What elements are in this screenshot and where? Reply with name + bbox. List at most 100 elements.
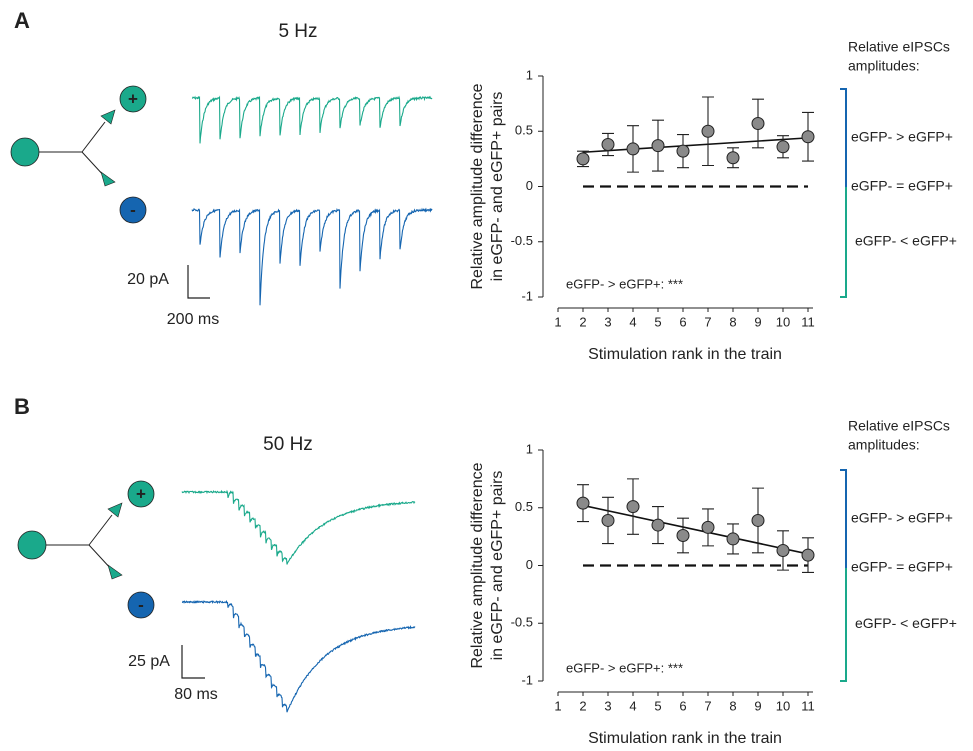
x-tick-label: 4 [629, 314, 636, 329]
x-tick-label: 6 [679, 698, 686, 713]
x-tick-label: 7 [704, 698, 711, 713]
x-tick-label: 9 [754, 314, 761, 329]
data-point [676, 528, 690, 542]
panel-label: B [14, 394, 30, 419]
side-label: eGFP- > eGFP+ [851, 510, 953, 526]
data-point [651, 518, 665, 532]
data-point [651, 139, 665, 153]
trace [181, 599, 416, 713]
x-tick-label: 8 [729, 314, 736, 329]
x-tick-label: 1 [554, 698, 561, 713]
x-tick-label: 2 [579, 698, 586, 713]
side-label: eGFP- < eGFP+ [855, 233, 957, 249]
cell-type-sign: + [136, 484, 146, 503]
y-tick-label: 0 [526, 178, 533, 193]
data-point [576, 152, 590, 166]
synapse [100, 109, 116, 125]
side-title: Relative eIPSCs [848, 39, 950, 55]
data-point [626, 500, 640, 514]
data-point [576, 496, 590, 510]
data-point [726, 532, 740, 546]
x-tick-label: 1 [554, 314, 561, 329]
data-point [751, 513, 765, 527]
y-axis-label: Relative amplitude difference [469, 83, 486, 289]
branch [88, 514, 113, 546]
side-title: Relative eIPSCs [848, 418, 950, 434]
side-label: eGFP- = eGFP+ [851, 178, 953, 194]
trace [191, 207, 433, 306]
scale-bar [187, 265, 210, 299]
y-tick-label: -1 [521, 288, 533, 303]
fit-line [582, 504, 809, 555]
scale-current: 20 pA [127, 271, 169, 288]
soma [10, 137, 40, 167]
data-point [626, 142, 640, 156]
y-tick-label: 0.5 [515, 123, 533, 138]
y-axis-label: Relative amplitude difference [469, 462, 486, 668]
x-tick-label: 9 [754, 698, 761, 713]
y-tick-label: -0.5 [511, 615, 533, 630]
cell-type-badge [127, 591, 155, 619]
trace [191, 95, 433, 144]
y-tick-label: 0 [526, 557, 533, 572]
cell-type-badge [119, 85, 147, 113]
x-tick-label: 11 [801, 314, 815, 329]
x-tick-label: 11 [801, 698, 815, 713]
scale-current: 25 pA [128, 653, 170, 670]
x-tick-label: 3 [604, 314, 611, 329]
x-tick-label: 10 [776, 698, 790, 713]
y-tick-label: -1 [521, 672, 533, 687]
side-title: amplitudes: [848, 58, 920, 74]
y-axis-label: in eGFP- and eGFP+ pairs [489, 471, 506, 661]
y-tick-label: 0.5 [515, 499, 533, 514]
synapse [107, 564, 123, 580]
bracket [840, 469, 847, 568]
cell-type-badge [127, 480, 155, 508]
x-tick-label: 4 [629, 698, 636, 713]
bracket [840, 568, 847, 682]
branch [81, 121, 106, 153]
data-point [601, 513, 615, 527]
trace [181, 489, 416, 565]
side-label: eGFP- = eGFP+ [851, 559, 953, 575]
data-point [701, 124, 715, 138]
bracket [840, 88, 847, 187]
x-tick-label: 2 [579, 314, 586, 329]
data-point [776, 140, 790, 154]
fit-line [582, 137, 809, 154]
data-point [726, 151, 740, 165]
x-axis-label: Stimulation rank in the train [588, 730, 782, 747]
scale-time: 200 ms [167, 311, 219, 328]
data-point [776, 543, 790, 557]
cell-type-sign: + [128, 89, 138, 108]
data-point [801, 130, 815, 144]
scale-bar [181, 645, 205, 679]
bracket [840, 187, 847, 298]
data-point [751, 117, 765, 131]
data-point [801, 548, 815, 562]
data-point [601, 138, 615, 152]
y-tick-label: 1 [526, 67, 533, 82]
side-label: eGFP- > eGFP+ [851, 129, 953, 145]
frequency-label: 50 Hz [263, 434, 313, 455]
cell-type-sign: - [138, 595, 144, 614]
x-tick-label: 3 [604, 698, 611, 713]
x-tick-label: 5 [654, 698, 661, 713]
annotation: eGFP- > eGFP+: *** [566, 276, 683, 291]
cell-type-sign: - [130, 200, 136, 219]
soma [17, 530, 47, 560]
x-axis-label: Stimulation rank in the train [588, 346, 782, 363]
scale-time: 80 ms [174, 686, 218, 703]
data-point [701, 520, 715, 534]
side-title: amplitudes: [848, 437, 920, 453]
y-axis-label: in eGFP- and eGFP+ pairs [489, 92, 506, 282]
synapse [100, 171, 116, 187]
cell-type-badge [119, 196, 147, 224]
frequency-label: 5 Hz [278, 21, 317, 42]
annotation: eGFP- > eGFP+: *** [566, 660, 683, 675]
data-point [676, 144, 690, 158]
synapse [107, 502, 123, 518]
side-label: eGFP- < eGFP+ [855, 615, 957, 631]
x-tick-label: 8 [729, 698, 736, 713]
